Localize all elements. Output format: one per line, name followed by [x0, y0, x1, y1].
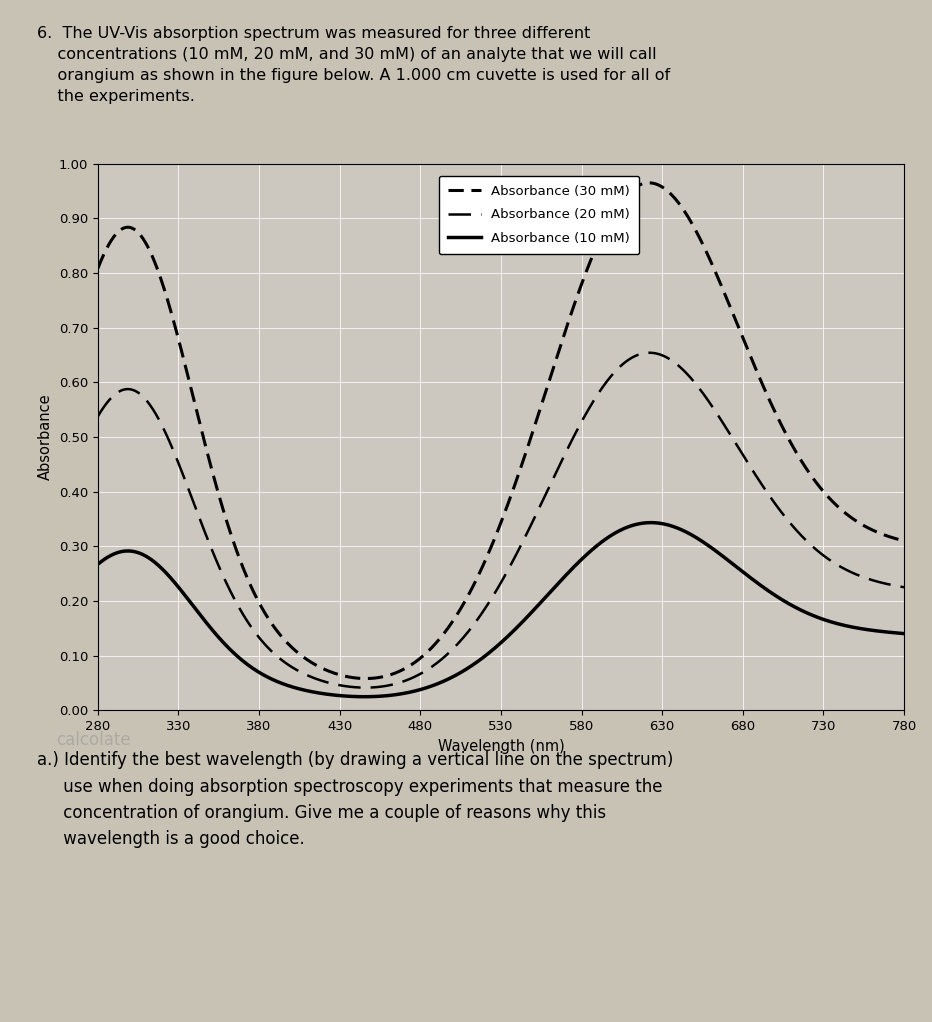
- Absorbance (10 mM): [92, 558, 103, 570]
- Absorbance (30 mM): [133, 227, 144, 239]
- Absorbance (10 mM): [359, 691, 370, 703]
- Absorbance (20 mM): [360, 682, 371, 694]
- Text: calcolate: calcolate: [56, 731, 130, 749]
- Absorbance (30 mM): [643, 177, 654, 189]
- Absorbance (30 mM): [898, 535, 910, 547]
- Text: a.) Identify the best wavelength (by drawing a vertical line on the spectrum)
  : a.) Identify the best wavelength (by dra…: [37, 751, 674, 848]
- Absorbance (30 mM): [485, 543, 496, 555]
- X-axis label: Wavelength (nm): Wavelength (nm): [438, 739, 564, 753]
- Absorbance (20 mM): [463, 624, 474, 637]
- Absorbance (30 mM): [463, 588, 474, 600]
- Absorbance (20 mM): [728, 433, 739, 446]
- Absorbance (10 mM): [645, 516, 656, 528]
- Absorbance (30 mM): [728, 309, 739, 321]
- Legend: Absorbance (30 mM), Absorbance (20 mM), Absorbance (10 mM): Absorbance (30 mM), Absorbance (20 mM), …: [439, 176, 639, 254]
- Absorbance (20 mM): [92, 410, 103, 422]
- Line: Absorbance (30 mM): Absorbance (30 mM): [98, 183, 904, 679]
- Absorbance (30 mM): [875, 527, 886, 540]
- Absorbance (20 mM): [898, 582, 910, 594]
- Absorbance (10 mM): [463, 661, 474, 673]
- Absorbance (30 mM): [360, 672, 371, 685]
- Line: Absorbance (10 mM): Absorbance (10 mM): [98, 522, 904, 697]
- Absorbance (20 mM): [876, 576, 887, 589]
- Absorbance (10 mM): [876, 625, 887, 638]
- Absorbance (10 mM): [898, 628, 910, 640]
- Absorbance (10 mM): [875, 625, 886, 638]
- Absorbance (20 mM): [875, 576, 886, 589]
- Absorbance (20 mM): [485, 594, 496, 606]
- Line: Absorbance (20 mM): Absorbance (20 mM): [98, 353, 904, 688]
- Absorbance (10 mM): [728, 558, 739, 570]
- Absorbance (30 mM): [92, 263, 103, 275]
- Absorbance (10 mM): [133, 547, 144, 559]
- Y-axis label: Absorbance: Absorbance: [38, 393, 53, 480]
- Absorbance (10 mM): [485, 646, 496, 658]
- Absorbance (20 mM): [644, 346, 655, 359]
- Text: 6.  The UV-Vis absorption spectrum was measured for three different
    concentr: 6. The UV-Vis absorption spectrum was me…: [37, 26, 670, 103]
- Absorbance (20 mM): [133, 387, 144, 400]
- Absorbance (30 mM): [876, 527, 887, 540]
